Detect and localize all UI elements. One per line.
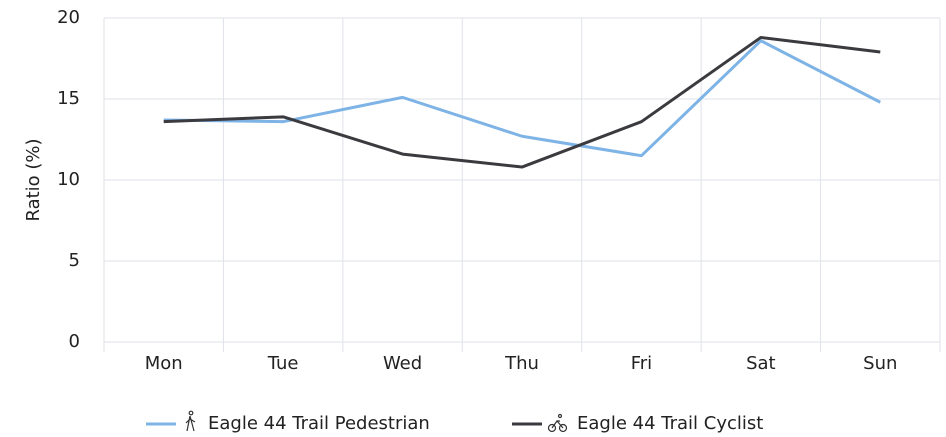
legend-icons: [185, 410, 568, 433]
y-tick-label: 15: [57, 88, 80, 109]
x-tick-label: Thu: [504, 353, 539, 374]
y-axis-label: Ratio (%): [23, 138, 44, 221]
line-series: [163, 39, 881, 158]
legend-label: Eagle 44 Trail Cyclist: [577, 413, 763, 434]
x-tick-label: Mon: [145, 353, 183, 374]
y-tick-label: 5: [69, 250, 80, 271]
y-tick-label: 0: [69, 331, 80, 352]
x-tick-label: Wed: [383, 353, 422, 374]
legend-label: Eagle 44 Trail Pedestrian: [208, 413, 430, 434]
x-tick-label: Sat: [746, 353, 776, 374]
y-tick-label: 20: [57, 7, 80, 28]
line-series: [163, 35, 881, 169]
y-tick-label: 10: [57, 169, 80, 190]
x-tick-label: Tue: [267, 353, 299, 374]
x-tick-label: Sun: [863, 353, 897, 374]
x-tick-label: Fri: [631, 353, 652, 374]
